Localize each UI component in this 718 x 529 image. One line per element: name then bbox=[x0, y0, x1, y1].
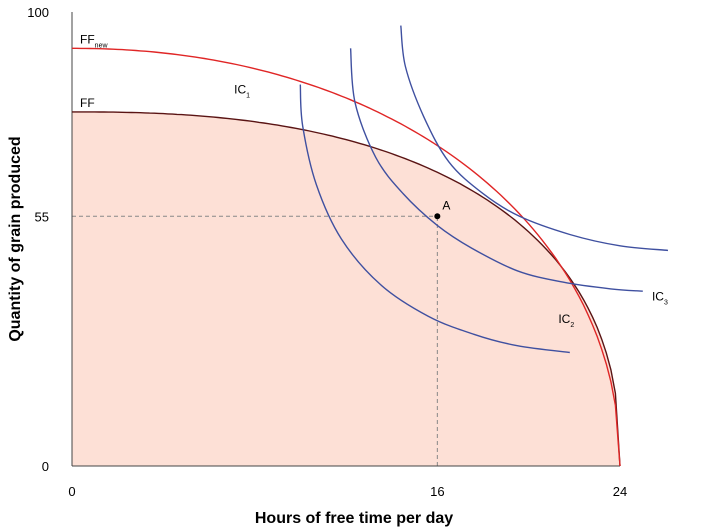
series-label-ff: FF bbox=[80, 96, 95, 110]
series-line-ic2 bbox=[349, 48, 643, 292]
y-tick-label-0: 0 bbox=[42, 459, 49, 474]
series-line-ffnew bbox=[72, 47, 621, 467]
curve-labels: FF FFnew IC1 IC2 IC3 bbox=[80, 32, 668, 329]
points: A bbox=[434, 198, 450, 220]
x-tick-label-16: 16 bbox=[430, 484, 444, 499]
x-tick-label-24: 24 bbox=[613, 484, 627, 499]
feasible-set-shading bbox=[72, 111, 620, 467]
series bbox=[72, 25, 669, 467]
point-a bbox=[434, 213, 441, 220]
x-axis-title: Hours of free time per day bbox=[255, 510, 453, 527]
y-tick-label-55: 55 bbox=[35, 209, 49, 224]
series-line-ic1 bbox=[299, 84, 570, 354]
ticks: 0 16 24 0 55 100 bbox=[27, 5, 627, 499]
y-tick-label-100: 100 bbox=[27, 5, 49, 20]
axes bbox=[71, 12, 620, 467]
series-label-ic2: IC2 bbox=[558, 312, 574, 329]
point-label-a: A bbox=[442, 198, 450, 212]
series-label-ffnew: FFnew bbox=[80, 32, 108, 49]
series-line-ff bbox=[72, 111, 621, 467]
y-axis-title: Quantity of grain produced bbox=[7, 136, 24, 341]
series-line-ic3 bbox=[400, 25, 669, 252]
reference-lines bbox=[72, 215, 438, 466]
shaded-region bbox=[72, 111, 620, 467]
series-label-ic3: IC3 bbox=[652, 289, 668, 306]
series-label-ic1: IC1 bbox=[234, 83, 250, 100]
x-tick-label-0: 0 bbox=[68, 484, 75, 499]
